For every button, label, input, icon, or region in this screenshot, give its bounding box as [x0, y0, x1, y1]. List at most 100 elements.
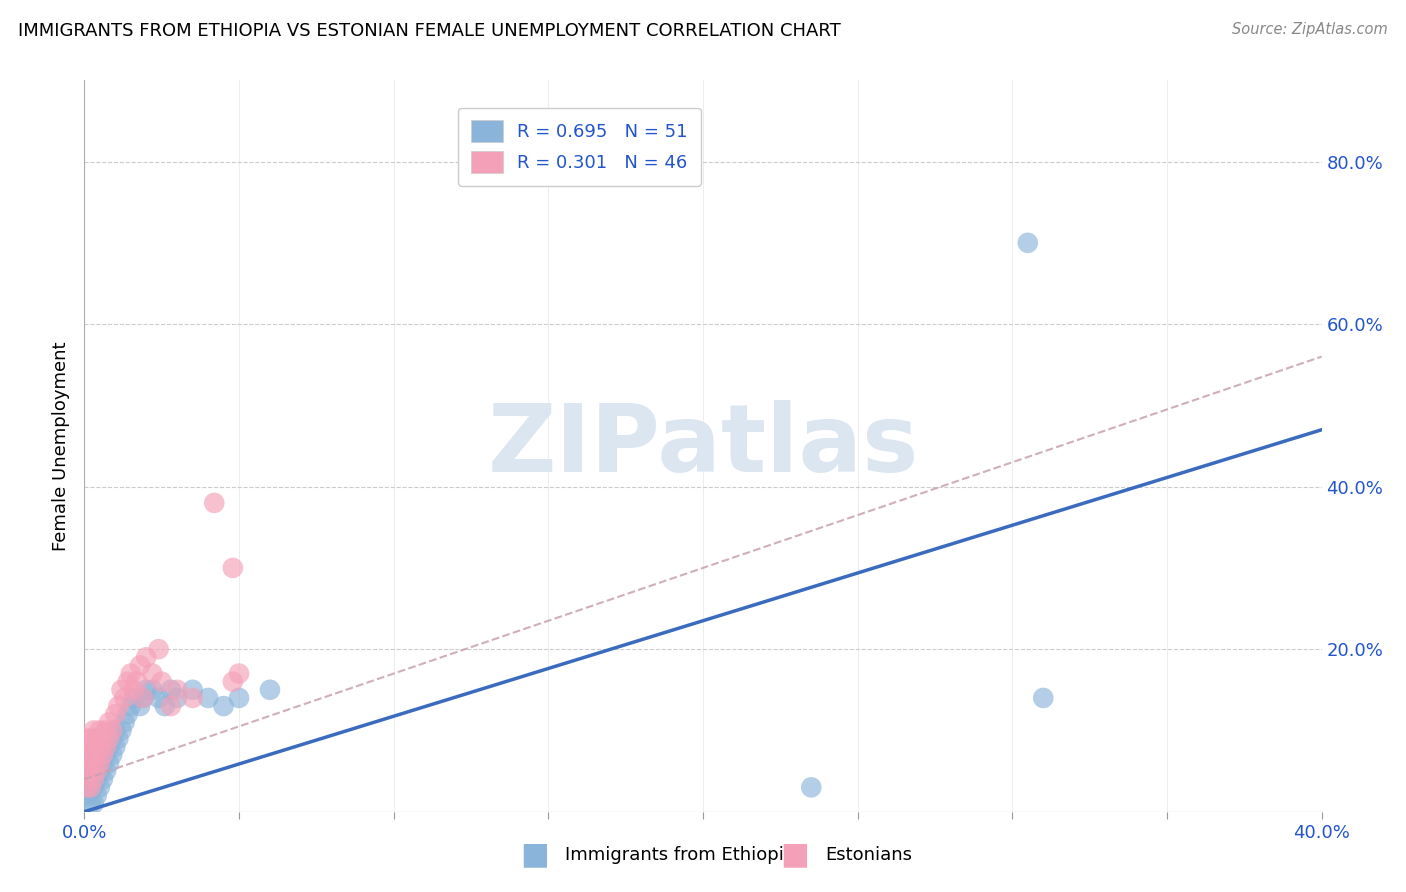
Point: [91, 731, 114, 746]
Point: [89, 731, 111, 746]
Point: [76, 789, 98, 803]
Point: [91, 756, 114, 770]
Point: [122, 690, 145, 705]
Point: [141, 666, 163, 681]
Point: [98, 739, 121, 754]
Point: [197, 690, 219, 705]
Point: [83, 772, 105, 787]
Point: [101, 723, 124, 738]
Point: [98, 731, 121, 746]
Point: [86, 747, 108, 762]
Point: [89, 747, 111, 762]
Point: [94, 764, 117, 778]
Point: [98, 715, 121, 730]
Point: [91, 739, 114, 754]
Point: [132, 690, 155, 705]
Point: [120, 699, 142, 714]
Point: [120, 666, 142, 681]
Point: [107, 699, 129, 714]
Point: [181, 682, 204, 697]
Point: [83, 723, 105, 738]
Point: [132, 690, 155, 705]
Point: [1032, 690, 1054, 705]
Point: [1017, 235, 1039, 250]
Point: [79, 780, 101, 795]
Point: [117, 674, 139, 689]
Point: [160, 699, 183, 714]
Point: [83, 780, 105, 795]
Point: [79, 764, 101, 778]
Point: [202, 496, 225, 510]
Point: [86, 764, 108, 778]
Text: Immigrants from Ethiopia: Immigrants from Ethiopia: [565, 846, 796, 863]
Point: [76, 780, 98, 795]
Point: [79, 731, 101, 746]
Point: [86, 739, 108, 754]
Point: [228, 666, 250, 681]
Point: [89, 764, 111, 778]
Point: [104, 707, 127, 722]
Point: [114, 715, 136, 730]
Point: [89, 739, 111, 754]
Point: [89, 780, 111, 795]
Text: IMMIGRANTS FROM ETHIOPIA VS ESTONIAN FEMALE UNEMPLOYMENT CORRELATION CHART: IMMIGRANTS FROM ETHIOPIA VS ESTONIAN FEM…: [18, 22, 841, 40]
Point: [228, 690, 250, 705]
Point: [91, 747, 114, 762]
Point: [259, 682, 281, 697]
Point: [153, 699, 176, 714]
Point: [79, 764, 101, 778]
Point: [222, 561, 245, 575]
Point: [98, 756, 121, 770]
Point: [86, 731, 108, 746]
Point: [101, 747, 124, 762]
Point: [76, 764, 98, 778]
Point: [160, 682, 183, 697]
Point: [83, 764, 105, 778]
Point: [104, 739, 127, 754]
Point: [79, 797, 101, 811]
Point: [86, 772, 108, 787]
Point: [89, 756, 111, 770]
Point: [212, 699, 235, 714]
Point: [222, 674, 245, 689]
Point: [104, 723, 127, 738]
Point: [76, 772, 98, 787]
Point: [150, 674, 173, 689]
Point: [94, 723, 117, 738]
Point: [110, 723, 132, 738]
Point: [166, 682, 188, 697]
Point: [181, 690, 204, 705]
Point: [107, 731, 129, 746]
Point: [166, 690, 188, 705]
Point: [83, 756, 105, 770]
Text: Estonians: Estonians: [825, 846, 912, 863]
Point: [79, 780, 101, 795]
Point: [800, 780, 823, 795]
Point: [117, 707, 139, 722]
Point: [114, 690, 136, 705]
Y-axis label: Female Unemployment: Female Unemployment: [52, 342, 70, 550]
Point: [83, 747, 105, 762]
Point: [91, 772, 114, 787]
Point: [83, 739, 105, 754]
Point: [76, 747, 98, 762]
Point: [79, 747, 101, 762]
Point: [83, 797, 105, 811]
Point: [89, 723, 111, 738]
Point: [129, 699, 152, 714]
Point: [135, 682, 157, 697]
Point: [86, 756, 108, 770]
Text: ZIPatlas: ZIPatlas: [488, 400, 918, 492]
Point: [125, 674, 148, 689]
Point: [110, 682, 132, 697]
Point: [101, 731, 124, 746]
Point: [148, 642, 170, 657]
Point: [94, 747, 117, 762]
Text: ■: ■: [780, 840, 808, 869]
Point: [141, 682, 163, 697]
Point: [135, 650, 157, 665]
Point: [94, 739, 117, 754]
Point: [148, 690, 170, 705]
Legend: R = 0.695   N = 51, R = 0.301   N = 46: R = 0.695 N = 51, R = 0.301 N = 46: [458, 108, 700, 186]
Text: ■: ■: [520, 840, 548, 869]
